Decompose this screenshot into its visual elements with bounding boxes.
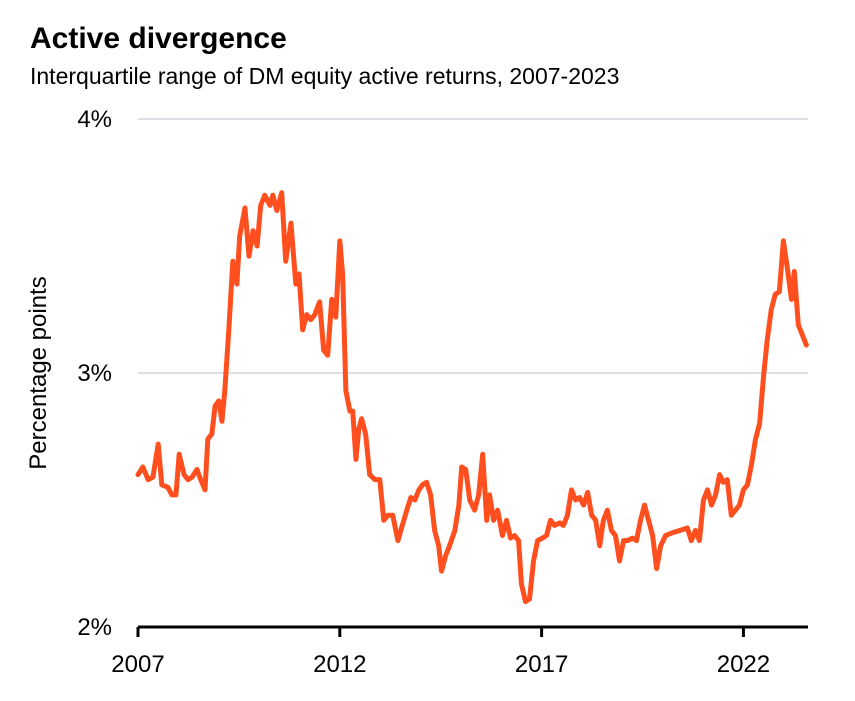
- y-tick-label: 2%: [77, 614, 112, 641]
- data-line: [135, 190, 809, 605]
- y-tick-label: 3%: [77, 360, 112, 387]
- x-tick-label: 2007: [111, 651, 164, 678]
- chart-title: Active divergence: [30, 22, 287, 55]
- x-tick-label: 2022: [717, 651, 770, 678]
- chart-subtitle: Interquartile range of DM equity active …: [30, 63, 619, 89]
- x-tick-label: 2017: [515, 651, 568, 678]
- y-tick-label: 4%: [77, 106, 112, 133]
- x-tick-label: 2012: [313, 651, 366, 678]
- y-axis-label: Percentage points: [25, 276, 52, 469]
